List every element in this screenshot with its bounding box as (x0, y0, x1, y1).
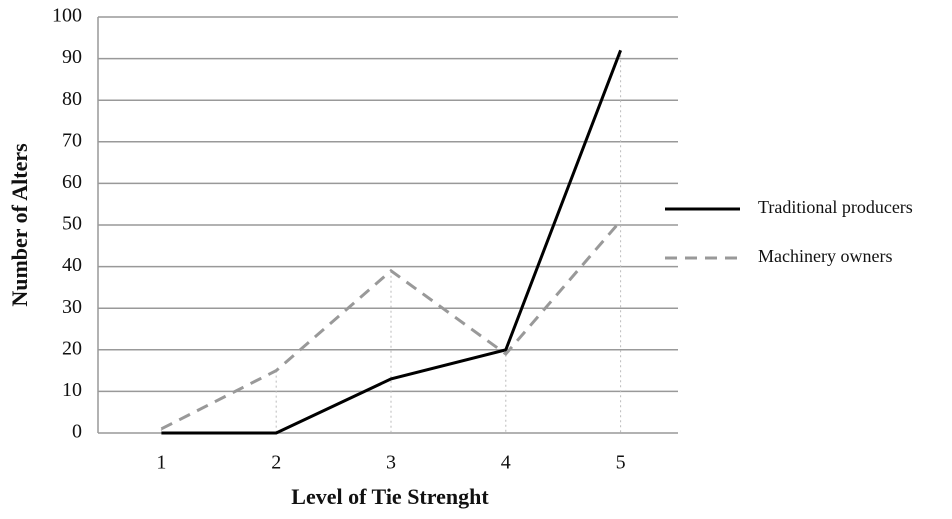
x-tick-label: 5 (616, 452, 626, 474)
y-axis-label: Number of Alters (7, 143, 32, 307)
legend-label: Traditional producers (758, 197, 913, 217)
y-tick-label: 40 (62, 254, 82, 276)
y-tick-label: 70 (62, 129, 82, 151)
x-tick-label: 1 (156, 452, 166, 474)
y-tick-label: 90 (62, 46, 82, 68)
series-line (160, 219, 622, 431)
y-tick-label: 0 (72, 421, 82, 443)
y-tick-label: 60 (62, 171, 82, 193)
x-tick-label: 3 (386, 452, 396, 474)
x-tick-label: 4 (501, 452, 511, 474)
x-tick-label: 2 (271, 452, 281, 474)
y-tick-label: 10 (62, 379, 82, 401)
y-tick-label: 20 (62, 337, 82, 359)
y-tick-label: 80 (62, 88, 82, 110)
x-axis-label: Level of Tie Strenght (291, 484, 489, 509)
y-tick-label: 100 (52, 5, 82, 27)
legend-label: Machinery owners (758, 246, 892, 266)
series-line (161, 49, 623, 435)
y-tick-label: 30 (62, 296, 82, 318)
y-tick-label: 50 (62, 213, 82, 235)
